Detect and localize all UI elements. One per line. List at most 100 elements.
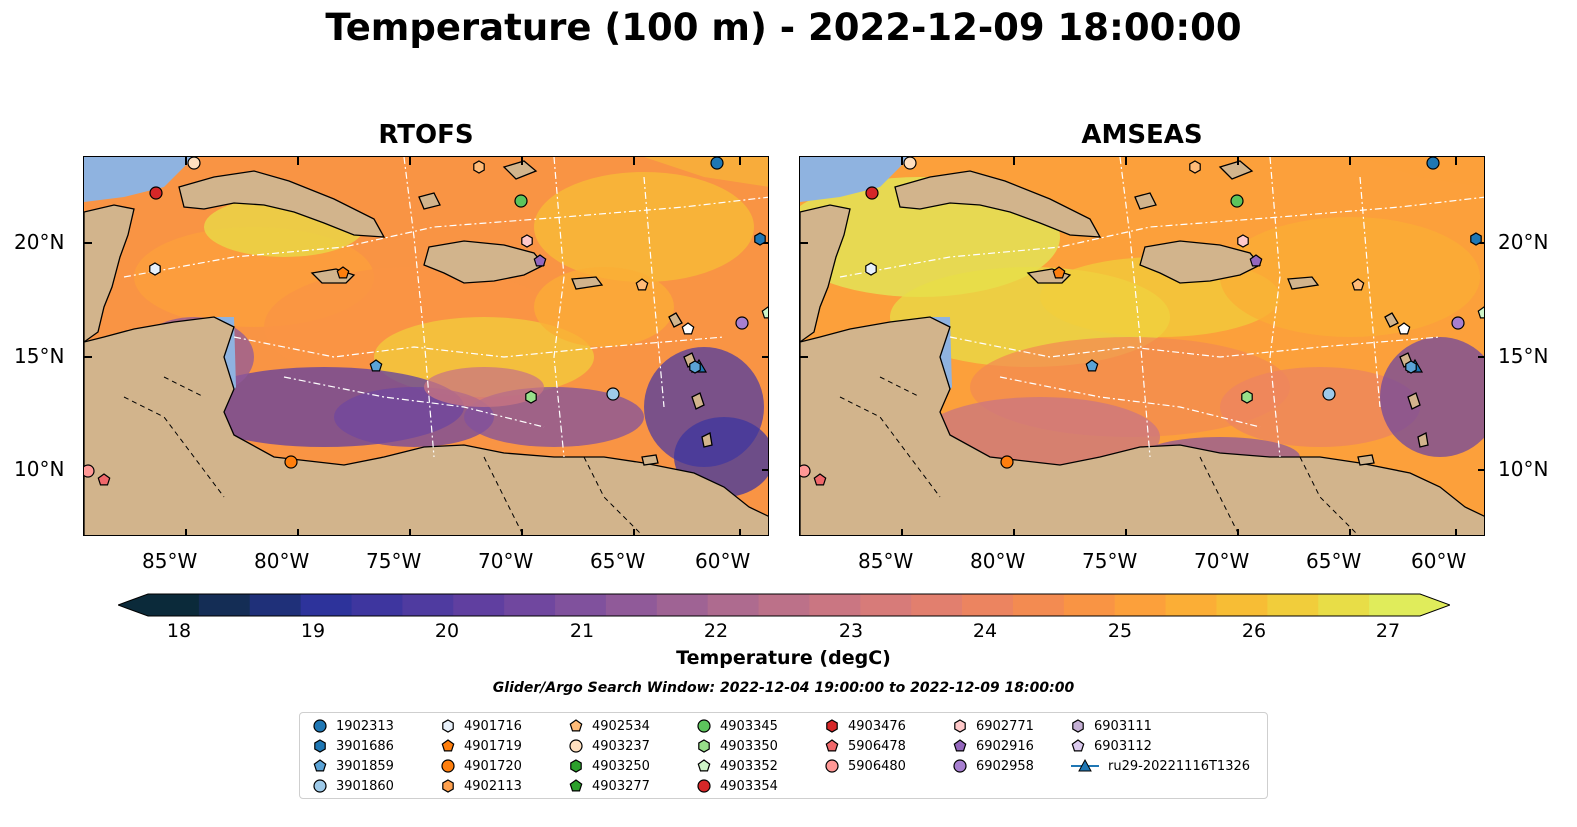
colorbar-tick-label: 19 [300,620,326,642]
colorbar-segment [809,594,861,616]
legend-marker-icon [697,719,711,733]
legend-marker-icon [953,759,967,773]
colorbar [116,592,1452,618]
legend-item: 3901859 [312,756,394,776]
colorbar-segment [300,594,353,616]
colorbar-segment [707,594,760,616]
argo-float-marker [149,186,163,200]
search-window-text: Glider/Argo Search Window: 2022-12-04 19… [492,680,1075,696]
land-mass [1357,454,1375,466]
legend-marker [825,739,839,752]
country-border [1199,456,1240,535]
legend-item: 6903112 [1070,736,1152,756]
lon-label-70w-rtofs: 70°W [478,549,534,573]
argo-float-marker [813,473,827,486]
legend-marker [569,739,583,753]
colorbar-segment [402,594,454,616]
lon-label-65w-amseas: 65°W [1306,549,1362,573]
argo-float-marker [1470,232,1482,246]
legend-label: 6903112 [1094,738,1152,754]
temperature-anomaly [534,267,674,347]
colorbar-segment [1318,594,1370,616]
colorbar-segment [605,594,658,616]
map-canvas-amseas [800,157,1484,535]
eez-boundary [1119,157,1151,458]
colorbar-tick-label: 27 [1375,620,1401,642]
colorbar-segment [555,594,607,616]
lon-label-70w-amseas: 70°W [1194,549,1250,573]
legend-label: 3901686 [336,738,394,754]
lon-label-60w-rtofs: 60°W [695,549,751,573]
atlantic-waters [1360,157,1484,187]
temperature-anomaly [374,317,594,397]
colorbar-segment [911,594,963,616]
colorbar-over-arrow [1420,594,1450,616]
country-border [163,376,205,398]
legend-marker-icon [697,779,711,793]
argo-float-marker [1085,359,1099,372]
legend-marker-icon [569,719,583,732]
legend-item: 4903476 [824,716,906,736]
lat-label-10n-right: 10°N [1498,457,1549,481]
argo-float-marker [1397,322,1411,335]
temperature-anomaly [424,367,544,407]
land-mass [1218,160,1254,180]
colorbar-segment [1012,594,1065,616]
lat-label-10n-left: 10°N [14,457,65,481]
argo-float-marker [336,266,350,279]
legend-item: 6902916 [952,736,1034,756]
legend-marker [697,759,711,772]
temperature-anomaly [1220,217,1480,337]
temperature-anomaly [534,172,754,282]
land-mass [1384,312,1399,328]
legend-label: 4902534 [592,718,650,734]
legend-marker [441,739,455,752]
legend-label: 4903277 [592,778,650,794]
argo-float-marker [1237,234,1249,248]
legend-item: 4903350 [696,736,778,756]
colorbar-segment [1369,594,1421,616]
legend-label: 6903111 [1094,718,1152,734]
land-mass [84,316,768,535]
lat-label-20n-left: 20°N [14,230,65,254]
legend-label: 4903350 [720,738,778,754]
panel-title-amseas: AMSEAS [1081,120,1203,150]
eez-boundary [123,196,768,278]
legend-marker [697,779,711,793]
argo-float-marker [689,360,701,374]
land-mass [1287,276,1320,290]
colorbar-tick-label: 24 [972,620,998,642]
colorbar-tick-label: 25 [1107,620,1133,642]
legend-marker-icon [569,779,583,792]
legend-marker-icon [569,739,583,753]
land-mass [1134,192,1157,210]
land-mass [502,160,538,180]
colorbar-segment [198,594,251,616]
eez-boundary [1269,157,1281,458]
legend-label: 6902771 [976,718,1034,734]
legend-label: ru29-20221116T1326 [1108,758,1251,774]
legend-marker [569,719,583,732]
argo-float-marker [1230,194,1244,208]
legend-marker [1071,739,1085,752]
legend-label: 4901716 [464,718,522,734]
lon-label-85w-amseas: 85°W [858,549,914,573]
eez-boundary [1359,176,1381,408]
legend-label: 4902113 [464,778,522,794]
legend-marker-icon [954,719,966,733]
colorbar-tick-label: 23 [838,620,864,642]
colorbar-segment [249,594,302,616]
legend-item: 4901716 [440,716,522,736]
argo-float-marker [84,464,95,478]
temperature-anomaly [1220,367,1420,447]
legend-marker-icon [442,719,454,733]
gulf-of-mexico [84,157,194,202]
argo-float-marker [1249,254,1263,267]
legend-label: 4903345 [720,718,778,734]
legend-item: 6903111 [1070,716,1152,736]
legend-marker-icon [826,719,838,733]
legend-label: 3901860 [336,778,394,794]
legend-marker [313,719,327,733]
legend-marker [953,739,967,752]
argo-float-marker [710,157,724,170]
